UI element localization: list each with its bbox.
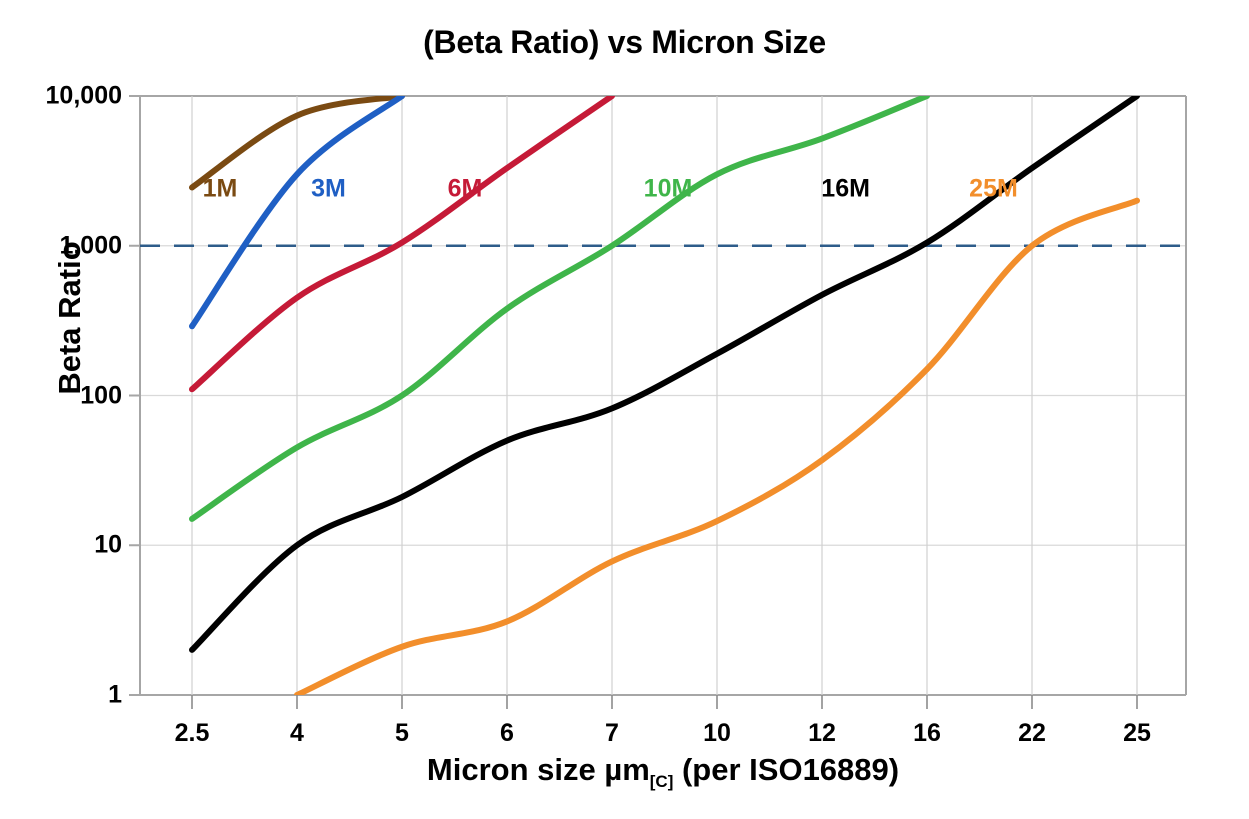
series-line-16m bbox=[189, 96, 1140, 653]
series-line-25m bbox=[294, 197, 1140, 695]
series-label-16m: 16M bbox=[821, 174, 870, 203]
series-label-3m: 3M bbox=[311, 174, 346, 203]
y-tick-label: 1,000 bbox=[59, 231, 122, 260]
x-tick-label: 16 bbox=[913, 719, 941, 747]
y-tick-label: 10,000 bbox=[45, 81, 122, 110]
x-axis-title-main: Micron size µm bbox=[426, 752, 650, 787]
x-tick-label: 22 bbox=[1018, 719, 1046, 747]
x-axis-title-subscript: [C] bbox=[649, 772, 674, 792]
x-tick-label: 5 bbox=[395, 719, 409, 747]
series-label-6m: 6M bbox=[447, 174, 483, 203]
y-tick-label: 10 bbox=[94, 530, 122, 559]
x-tick-label: 12 bbox=[808, 719, 836, 747]
y-tick-label: 1 bbox=[108, 680, 122, 709]
x-axis-title: Micron size µm[C] (per ISO16889) bbox=[140, 752, 1186, 792]
series-label-25m: 25M bbox=[969, 174, 1018, 203]
y-tick-label: 100 bbox=[80, 381, 122, 409]
series-line-6m bbox=[189, 96, 615, 393]
x-tick-label: 25 bbox=[1123, 719, 1151, 747]
x-tick-label: 10 bbox=[703, 719, 731, 747]
series-label-10m: 10M bbox=[643, 174, 693, 203]
series-label-1m: 1M bbox=[202, 174, 238, 203]
x-tick-label: 6 bbox=[500, 719, 514, 747]
x-tick-label: 4 bbox=[290, 719, 304, 747]
chart-title: (Beta Ratio) vs Micron Size bbox=[423, 24, 826, 60]
x-tick-label: 7 bbox=[605, 719, 619, 747]
x-tick-label: 2.5 bbox=[174, 719, 210, 747]
series-line-3m bbox=[189, 96, 405, 330]
x-axis-title-suffix: (per ISO16889) bbox=[673, 752, 900, 787]
series-line-10m bbox=[189, 96, 930, 522]
series-line-1m bbox=[189, 96, 405, 191]
